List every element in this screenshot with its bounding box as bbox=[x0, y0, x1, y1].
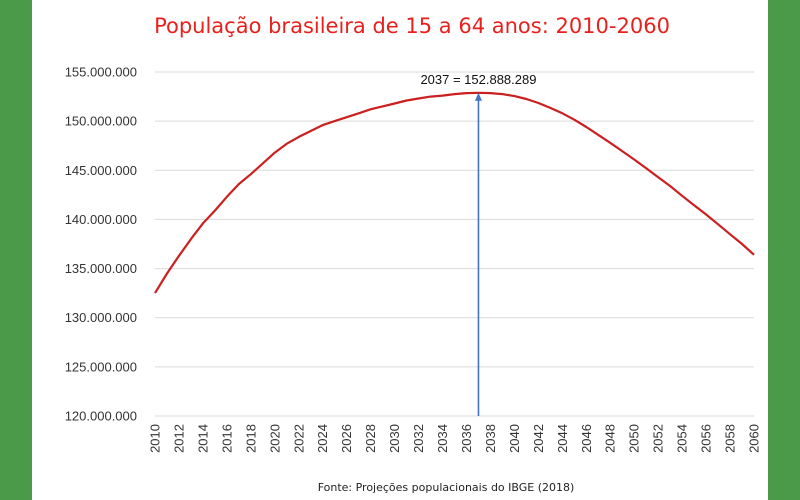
x-tick-label: 2036 bbox=[459, 424, 474, 453]
x-tick-label: 2052 bbox=[651, 424, 666, 453]
y-tick-label: 140.000.000 bbox=[65, 212, 137, 227]
y-tick-label: 150.000.000 bbox=[65, 114, 137, 129]
x-tick-label: 2056 bbox=[699, 424, 714, 453]
y-axis: 120.000.000 125.000.000 130.000.000 135.000… bbox=[65, 65, 137, 424]
x-tick-label: 2018 bbox=[243, 424, 258, 453]
annotation-label: 2037 = 152.888.289 bbox=[420, 72, 536, 87]
x-tick-label: 2044 bbox=[555, 424, 570, 453]
x-tick-label: 2032 bbox=[411, 424, 426, 453]
x-axis: 2010 2012 2014 2016 2018 2020 2022 2024 2026 2028… bbox=[148, 424, 762, 453]
x-tick-label: 2054 bbox=[675, 424, 690, 453]
chart-title: População brasileira de 15 a 64 anos: 20… bbox=[154, 14, 670, 38]
x-tick-label: 2024 bbox=[315, 424, 330, 453]
x-tick-label: 2030 bbox=[387, 424, 402, 453]
y-tick-label: 120.000.000 bbox=[65, 409, 137, 424]
x-tick-label: 2040 bbox=[507, 424, 522, 453]
y-tick-label: 125.000.000 bbox=[65, 359, 137, 374]
x-tick-label: 2034 bbox=[435, 424, 450, 453]
x-tick-label: 2060 bbox=[747, 424, 762, 453]
x-tick-label: 2014 bbox=[195, 424, 210, 453]
x-tick-label: 2058 bbox=[723, 424, 738, 453]
y-tick-label: 145.000.000 bbox=[65, 163, 137, 178]
x-tick-label: 2010 bbox=[148, 424, 163, 453]
x-tick-label: 2042 bbox=[531, 424, 546, 453]
annotation-layer: 2037 = 152.888.289 bbox=[420, 72, 536, 416]
series-line bbox=[154, 91, 755, 294]
x-tick-label: 2046 bbox=[579, 424, 594, 453]
y-tick-label: 155.000.000 bbox=[65, 65, 137, 80]
x-tick-label: 2020 bbox=[267, 424, 282, 453]
x-tick-label: 2012 bbox=[171, 424, 186, 453]
x-tick-label: 2016 bbox=[219, 424, 234, 453]
population-line-chart: População brasileira de 15 a 64 anos: 20… bbox=[65, 14, 762, 494]
y-tick-label: 130.000.000 bbox=[65, 310, 137, 325]
x-tick-label: 2022 bbox=[291, 424, 306, 453]
x-tick-label: 2026 bbox=[339, 424, 354, 453]
source-note: Fonte: Projeções populacionais do IBGE (… bbox=[318, 481, 575, 494]
x-tick-label: 2050 bbox=[627, 424, 642, 453]
series-layer bbox=[154, 91, 755, 294]
grid-layer bbox=[155, 71, 754, 417]
y-tick-label: 135.000.000 bbox=[65, 261, 137, 276]
chart-frame: População brasileira de 15 a 64 anos: 20… bbox=[32, 0, 768, 500]
x-tick-label: 2048 bbox=[603, 424, 618, 453]
annotation-arrowhead bbox=[474, 92, 482, 101]
x-tick-label: 2038 bbox=[483, 424, 498, 453]
x-tick-label: 2028 bbox=[363, 424, 378, 453]
